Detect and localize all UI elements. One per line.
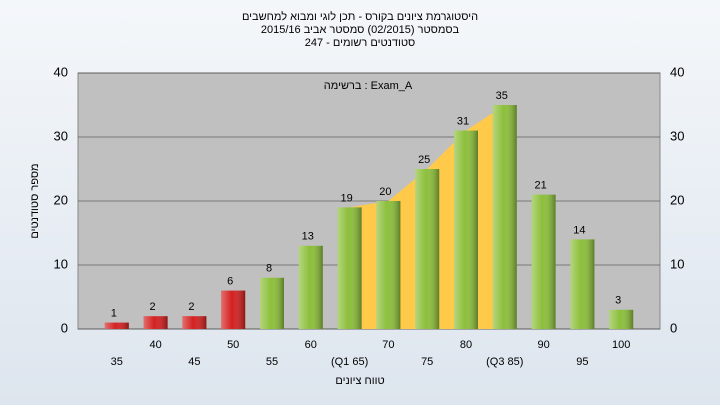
x-tick-label: 70: [382, 339, 394, 351]
x-tick-label: 35: [111, 356, 123, 368]
value-label: 20: [379, 186, 391, 198]
value-label: 2: [188, 301, 194, 313]
title-line: סטודנטים רשומים - 247: [305, 37, 416, 49]
bar-shade: [609, 309, 634, 329]
bar-shade: [492, 105, 517, 329]
y2-tick-label: 30: [670, 128, 684, 143]
bar-shade: [454, 130, 478, 329]
x-tick-label: 90: [537, 339, 549, 351]
bar-shade: [182, 316, 207, 329]
y-tick-label: 20: [54, 192, 68, 207]
y2-tick-label: 10: [670, 256, 684, 271]
x-tick-label: 60: [305, 339, 317, 351]
value-label: 25: [418, 154, 430, 166]
annotation: ברשימה : Exam_A: [324, 80, 413, 92]
y-tick-label: 40: [54, 64, 68, 79]
y2-tick-label: 20: [670, 192, 684, 207]
bar-shade: [376, 201, 401, 329]
x-tick-label: (Q3 85): [486, 356, 523, 368]
value-label: 35: [496, 90, 508, 102]
value-label: 21: [534, 180, 546, 192]
value-label: 14: [573, 224, 585, 236]
title-line: היסטוגרמת ציונים בקורס - תכן לוגי ומבוא …: [242, 10, 478, 23]
x-tick-label: 100: [612, 339, 630, 351]
y-tick-label: 0: [61, 320, 68, 335]
x-tick-label: 55: [266, 356, 278, 368]
x-tick-label: 75: [421, 356, 433, 368]
x-tick-label: 40: [149, 339, 161, 351]
bar-shade: [260, 277, 284, 329]
y2-tick-label: 40: [670, 64, 684, 79]
y-tick-label: 30: [54, 128, 68, 143]
x-tick-label: 45: [188, 356, 200, 368]
value-label: 31: [457, 116, 469, 128]
bar-shade: [104, 322, 129, 329]
bar-shade: [298, 245, 323, 329]
title-line: בסמסטר (02/2015) סמסטר אביב 2015/16: [261, 24, 460, 36]
y-axis-label: מספר סטודנטים: [29, 163, 41, 238]
value-label: 6: [227, 276, 233, 288]
bar-shade: [143, 316, 168, 329]
bar-shade: [531, 194, 556, 329]
x-tick-label: 95: [576, 356, 588, 368]
value-label: 19: [340, 192, 352, 204]
value-label: 2: [150, 301, 156, 313]
x-tick-label: (Q1 65): [331, 356, 368, 368]
x-axis-label: טווח ציונים: [335, 375, 384, 387]
value-label: 1: [111, 308, 117, 320]
value-label: 8: [266, 263, 272, 275]
value-label: 3: [615, 295, 621, 307]
bar-shade: [415, 169, 440, 329]
bar-shade: [221, 290, 246, 329]
x-tick-label: 80: [460, 339, 472, 351]
y-tick-label: 10: [54, 256, 68, 271]
x-tick-label: 50: [227, 339, 239, 351]
bar-shade: [570, 239, 595, 329]
value-label: 13: [302, 231, 314, 243]
y2-tick-label: 0: [670, 320, 677, 335]
bar-shade: [337, 207, 362, 329]
